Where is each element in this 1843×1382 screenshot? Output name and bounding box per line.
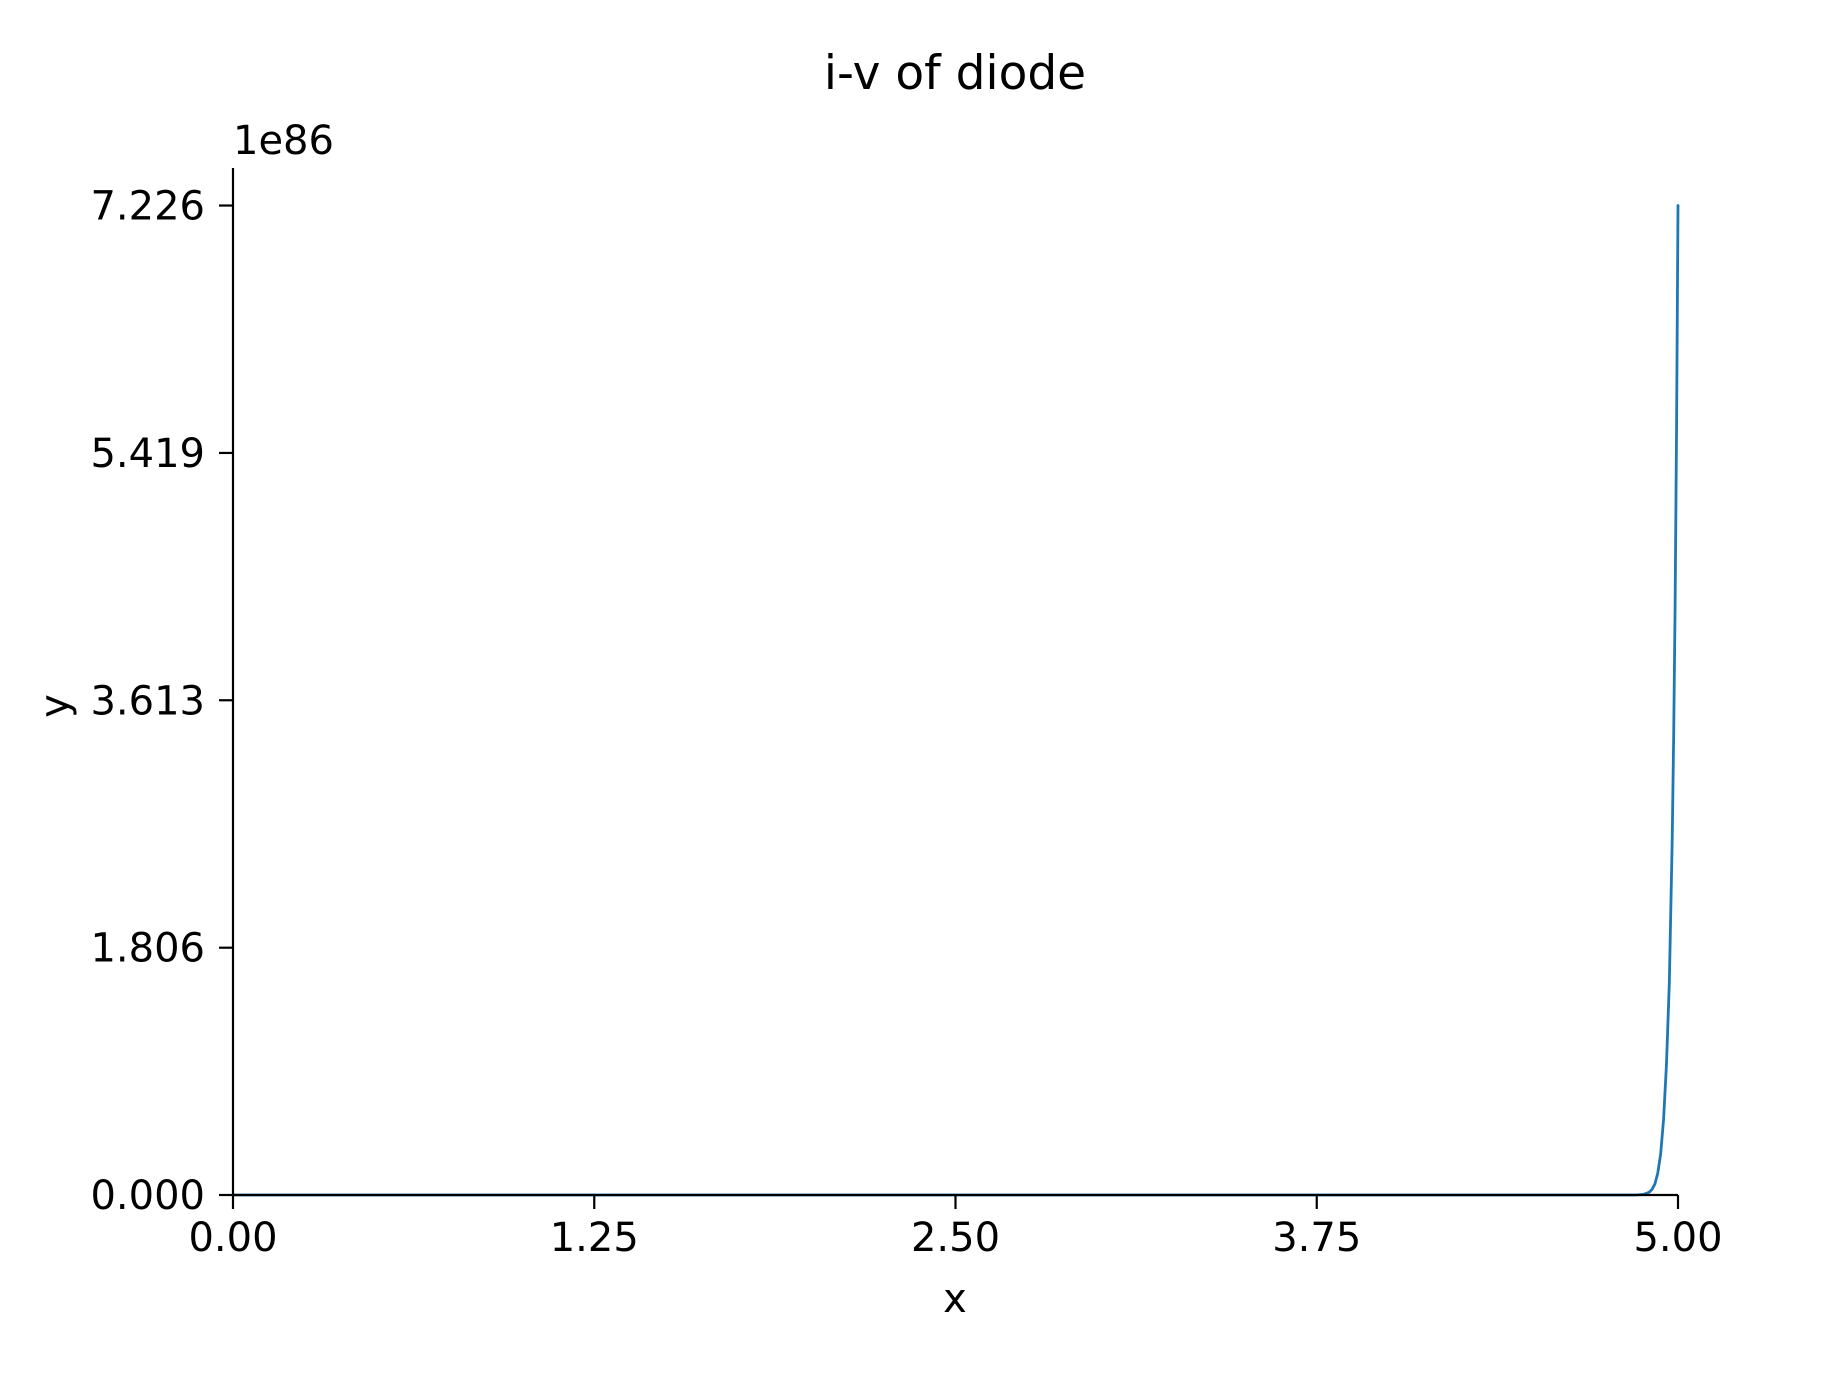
x-tick-label: 0.00 [188,1215,277,1261]
plot-area [231,204,1680,1197]
y-tick-label: 1.806 [90,926,205,972]
y-tick-label: 0.000 [90,1173,205,1219]
y-axis-offset-label: 1e86 [233,118,334,164]
x-tick-label: 2.50 [911,1215,1000,1261]
x-axis-label: x [943,1276,967,1322]
x-ticks: 0.00 1.25 2.50 3.75 5.00 [188,1195,1723,1261]
series-line [231,204,1680,1197]
x-tick-label: 5.00 [1633,1215,1722,1261]
y-ticks: 0.000 1.806 3.613 5.419 7.226 [90,184,233,1219]
x-tick-label: 3.75 [1272,1215,1361,1261]
y-axis-label: y [32,694,78,718]
y-tick-label: 5.419 [90,431,205,477]
chart-title: i-v of diode [824,46,1086,101]
y-tick-label: 3.613 [90,678,205,724]
y-tick-label: 7.226 [90,184,205,230]
x-tick-label: 1.25 [550,1215,639,1261]
